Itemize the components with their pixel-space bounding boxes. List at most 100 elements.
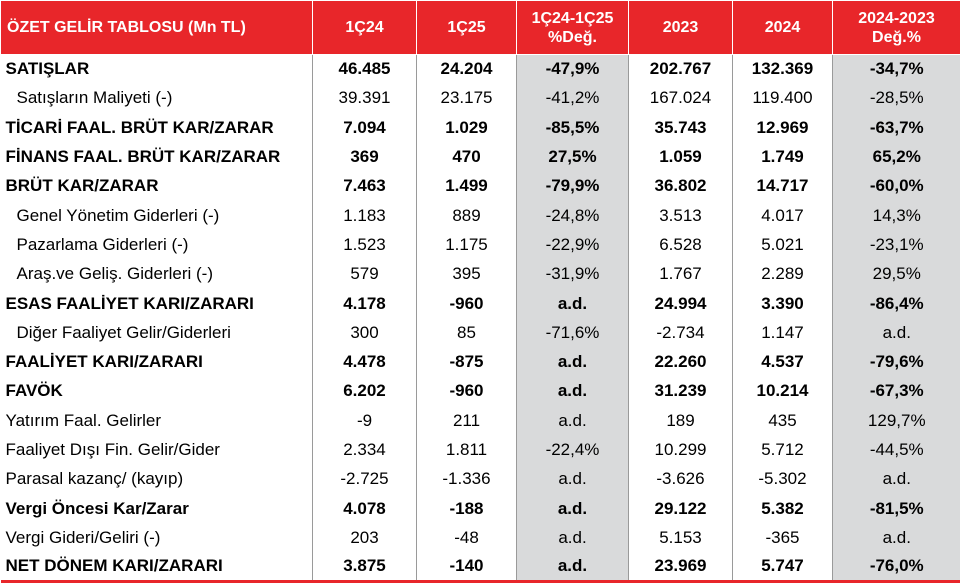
row-label: Genel Yönetim Giderleri (-) [1,201,313,230]
table-title: ÖZET GELİR TABLOSU (Mn TL) [1,1,313,55]
cell-1q25: 1.175 [417,230,517,259]
cell-2023: 24.994 [629,289,733,318]
cell-2023: 5.153 [629,523,733,552]
cell-1q24: 46.485 [313,55,417,84]
row-label: Satışların Maliyeti (-) [1,84,313,113]
table-row: FİNANS FAAL. BRÜT KAR/ZARAR 369 470 27,5… [1,142,960,171]
cell-1q24: 1.183 [313,201,417,230]
table-row: FAALİYET KARI/ZARARI 4.478 -875 a.d. 22.… [1,347,960,376]
cell-1q25: -960 [417,377,517,406]
cell-2023: -2.734 [629,318,733,347]
cell-year-change: -76,0% [833,553,960,582]
table-row: Satışların Maliyeti (-) 39.391 23.175 -4… [1,84,960,113]
col-header-2023: 2023 [629,1,733,55]
cell-quarter-change: a.d. [517,347,629,376]
cell-quarter-change: -31,9% [517,260,629,289]
cell-1q25: 1.029 [417,113,517,142]
cell-1q24: 369 [313,142,417,171]
cell-2023: 3.513 [629,201,733,230]
cell-1q24: 203 [313,523,417,552]
col-header-year-change-line1: 2024-2023 [858,10,935,27]
cell-2023: 189 [629,406,733,435]
cell-1q24: 4.178 [313,289,417,318]
table-row: BRÜT KAR/ZARAR 7.463 1.499 -79,9% 36.802… [1,172,960,201]
table-row: TİCARİ FAAL. BRÜT KAR/ZARAR 7.094 1.029 … [1,113,960,142]
table-header: ÖZET GELİR TABLOSU (Mn TL) 1Ç24 1Ç25 1Ç2… [1,1,960,55]
cell-2023: -3.626 [629,465,733,494]
cell-quarter-change: a.d. [517,289,629,318]
cell-quarter-change: -41,2% [517,84,629,113]
row-label: Diğer Faaliyet Gelir/Giderleri [1,318,313,347]
cell-1q25: -960 [417,289,517,318]
row-label: Pazarlama Giderleri (-) [1,230,313,259]
cell-1q25: -188 [417,494,517,523]
cell-2024: 2.289 [733,260,833,289]
cell-2024: 3.390 [733,289,833,318]
cell-1q24: -9 [313,406,417,435]
cell-1q24: 300 [313,318,417,347]
cell-quarter-change: -22,9% [517,230,629,259]
cell-1q24: 2.334 [313,435,417,464]
row-label: Yatırım Faal. Gelirler [1,406,313,435]
row-label: Vergi Öncesi Kar/Zarar [1,494,313,523]
cell-2023: 22.260 [629,347,733,376]
row-label: Araş.ve Geliş. Giderleri (-) [1,260,313,289]
col-header-quarter-change-line2: %Değ. [548,29,597,46]
cell-2023: 1.059 [629,142,733,171]
cell-year-change: 65,2% [833,142,960,171]
header-row: ÖZET GELİR TABLOSU (Mn TL) 1Ç24 1Ç25 1Ç2… [1,1,960,55]
cell-1q25: -1.336 [417,465,517,494]
table-row: Vergi Öncesi Kar/Zarar 4.078 -188 a.d. 2… [1,494,960,523]
cell-quarter-change: -22,4% [517,435,629,464]
row-label: SATIŞLAR [1,55,313,84]
cell-quarter-change: -24,8% [517,201,629,230]
row-label: FAVÖK [1,377,313,406]
cell-1q25: 1.811 [417,435,517,464]
row-label: Faaliyet Dışı Fin. Gelir/Gider [1,435,313,464]
col-header-1q25: 1Ç25 [417,1,517,55]
cell-2023: 6.528 [629,230,733,259]
cell-1q24: 7.463 [313,172,417,201]
cell-quarter-change: -85,5% [517,113,629,142]
cell-1q24: 4.478 [313,347,417,376]
col-header-quarter-change-line1: 1Ç24-1Ç25 [532,10,614,27]
cell-year-change: 14,3% [833,201,960,230]
table-row: SATIŞLAR 46.485 24.204 -47,9% 202.767 13… [1,55,960,84]
cell-2023: 10.299 [629,435,733,464]
cell-2023: 23.969 [629,553,733,582]
cell-1q25: 23.175 [417,84,517,113]
table-row: Diğer Faaliyet Gelir/Giderleri 300 85 -7… [1,318,960,347]
cell-2024: -5.302 [733,465,833,494]
cell-year-change: a.d. [833,465,960,494]
cell-1q24: -2.725 [313,465,417,494]
cell-2024: 4.537 [733,347,833,376]
cell-1q24: 1.523 [313,230,417,259]
cell-2024: 1.147 [733,318,833,347]
cell-1q24: 6.202 [313,377,417,406]
cell-1q25: 395 [417,260,517,289]
cell-1q25: 211 [417,406,517,435]
cell-2024: 5.021 [733,230,833,259]
cell-2023: 202.767 [629,55,733,84]
cell-quarter-change: a.d. [517,465,629,494]
cell-1q24: 4.078 [313,494,417,523]
cell-year-change: -67,3% [833,377,960,406]
table-row: Vergi Gideri/Geliri (-) 203 -48 a.d. 5.1… [1,523,960,552]
row-label: FAALİYET KARI/ZARARI [1,347,313,376]
cell-2024: 14.717 [733,172,833,201]
cell-1q24: 39.391 [313,84,417,113]
cell-2024: 4.017 [733,201,833,230]
cell-2024: 12.969 [733,113,833,142]
cell-2024: 132.369 [733,55,833,84]
cell-2024: 5.382 [733,494,833,523]
cell-1q25: 889 [417,201,517,230]
cell-year-change: -86,4% [833,289,960,318]
cell-2024: 5.712 [733,435,833,464]
cell-1q25: -875 [417,347,517,376]
cell-1q24: 3.875 [313,553,417,582]
cell-year-change: -34,7% [833,55,960,84]
cell-1q25: 24.204 [417,55,517,84]
cell-2023: 167.024 [629,84,733,113]
